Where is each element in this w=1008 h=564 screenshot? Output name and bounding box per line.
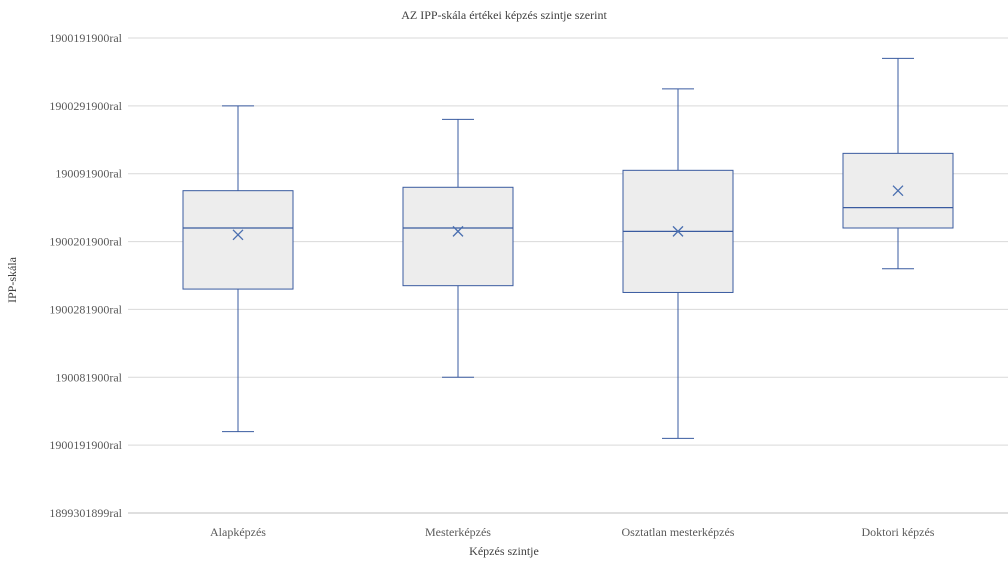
mean-marker [672,225,684,237]
mean-marker [892,185,904,197]
x-tick-label: Mesterképzés [425,525,491,539]
y-tick-label: 1900191900ral [49,438,122,452]
mean-marker [452,225,464,237]
y-tick-label: 190091900ral [55,167,122,181]
mean-marker [232,229,244,241]
y-tick-label: 1900201900ral [49,235,122,249]
y-axis-title: IPP-skála [5,257,19,303]
x-tick-label: Alapképzés [210,525,266,539]
y-tick-label: 1900281900ral [49,302,122,316]
y-tick-label: 1900291900ral [49,99,122,113]
x-axis-title: Képzés szintje [469,544,539,558]
x-tick-label: Doktori képzés [862,525,935,539]
y-tick-label: 1900191900ral [49,31,122,45]
y-tick-label: 1899301899ral [49,506,122,520]
box-iqr [402,186,514,287]
x-tick-label: Osztatlan mesterképzés [622,525,735,539]
y-tick-label: 190081900ral [55,370,122,384]
box-iqr [182,190,294,290]
chart-title: AZ IPP-skála értékei képzés szintje szer… [401,8,607,22]
